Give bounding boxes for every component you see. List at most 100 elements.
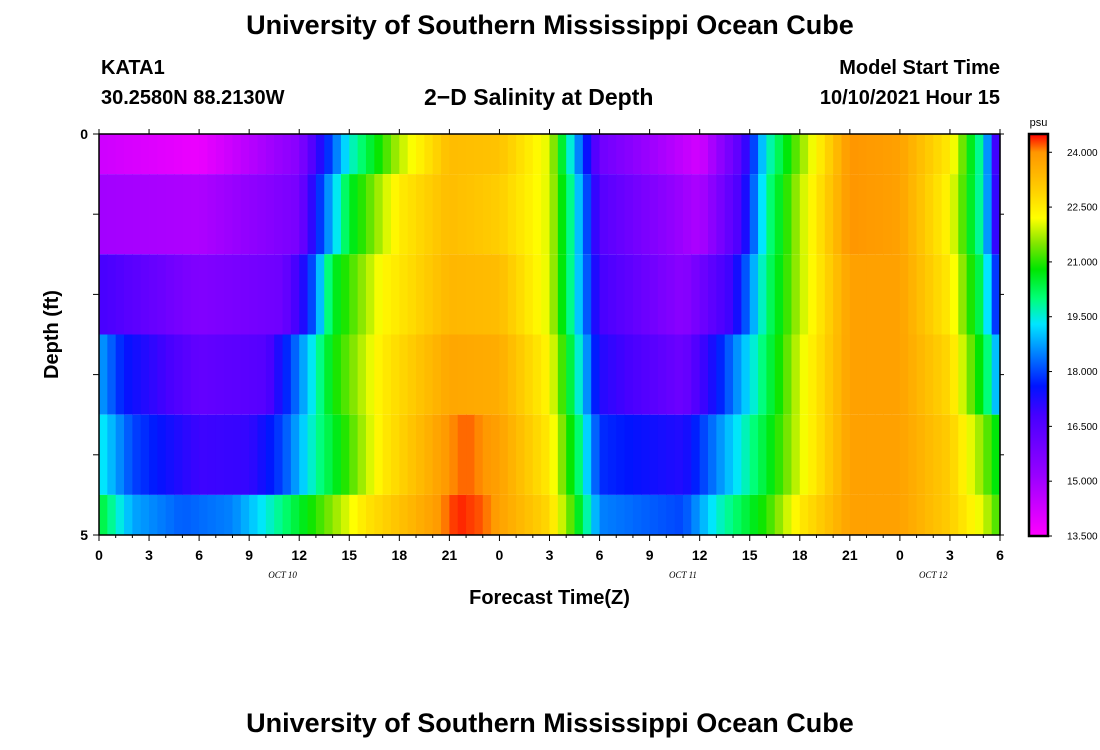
heatmap-cell <box>799 254 809 335</box>
heatmap-cell <box>574 134 584 175</box>
heatmap-cell <box>933 494 943 535</box>
heatmap-cell <box>357 334 367 415</box>
heatmap-cell <box>791 134 801 175</box>
heatmap-cell <box>282 174 292 255</box>
heatmap-cell <box>407 414 417 495</box>
heatmap-cell <box>265 414 275 495</box>
heatmap-cell <box>674 254 684 335</box>
heatmap-cell <box>774 414 784 495</box>
heatmap-cell <box>574 334 584 415</box>
heatmap-cell <box>132 134 142 175</box>
heatmap-cell <box>207 254 217 335</box>
heatmap-cell <box>649 174 659 255</box>
heatmap-cell <box>724 494 734 535</box>
heatmap-cell <box>390 134 400 175</box>
heatmap-cell <box>916 254 926 335</box>
heatmap-cell <box>641 494 651 535</box>
colorbar-tick-label: 24.000 <box>1067 148 1098 159</box>
heatmap-cell <box>632 174 642 255</box>
heatmap-cell <box>874 494 884 535</box>
heatmap-cell <box>641 254 651 335</box>
heatmap-cell <box>407 174 417 255</box>
heatmap-cell <box>883 494 893 535</box>
heatmap-cell <box>140 174 150 255</box>
heatmap-cell <box>324 134 334 175</box>
heatmap-cell <box>758 414 768 495</box>
heatmap-cell <box>249 174 259 255</box>
heatmap-cell <box>157 174 167 255</box>
heatmap-cell <box>157 254 167 335</box>
heatmap-cell <box>507 494 517 535</box>
heatmap-cell <box>866 134 876 175</box>
heatmap-cell <box>524 174 534 255</box>
heatmap-cell <box>582 414 592 495</box>
heatmap-cell <box>841 334 851 415</box>
heatmap-cell <box>808 414 818 495</box>
heatmap-cell <box>215 494 225 535</box>
heatmap-cell <box>616 174 626 255</box>
heatmap-cell <box>924 334 934 415</box>
heatmap-cell <box>190 174 200 255</box>
heatmap-cell <box>941 414 951 495</box>
x-tick-label: 3 <box>546 547 554 563</box>
heatmap-cell <box>524 334 534 415</box>
heatmap-cell <box>374 174 384 255</box>
heatmap-cell <box>557 494 567 535</box>
heatmap-cell <box>974 414 984 495</box>
heatmap-cell <box>174 134 184 175</box>
heatmap-cell <box>407 254 417 335</box>
heatmap-cell <box>849 254 859 335</box>
heatmap-cell <box>382 494 392 535</box>
heatmap-cell <box>240 134 250 175</box>
heatmap-cell <box>432 254 442 335</box>
heatmap-cell <box>257 254 267 335</box>
heatmap-cell <box>416 414 425 495</box>
heatmap-cell <box>599 494 609 535</box>
heatmap-cell <box>682 414 692 495</box>
heatmap-cell <box>165 494 175 535</box>
heatmap-cell <box>374 414 384 495</box>
heatmap-cell <box>424 334 434 415</box>
heatmap-cell <box>407 134 417 175</box>
heatmap-cell <box>516 254 526 335</box>
y-tick-label: 5 <box>80 527 88 543</box>
heatmap-cell <box>324 334 334 415</box>
heatmap-cell <box>332 174 342 255</box>
y-axis-label: Depth (ft) <box>41 290 63 379</box>
heatmap-cell <box>132 334 142 415</box>
heatmap-cell <box>766 254 776 335</box>
heatmap-cell <box>833 134 843 175</box>
heatmap-cell <box>849 334 859 415</box>
heatmap-cell <box>365 134 375 175</box>
heatmap-cell <box>724 254 734 335</box>
heatmap-cell <box>866 494 876 535</box>
heatmap-cell <box>766 334 776 415</box>
heatmap-cell <box>441 134 450 175</box>
heatmap-cell <box>632 254 642 335</box>
heatmap-cell <box>457 254 467 335</box>
heatmap-cell <box>182 174 192 255</box>
heatmap-cell <box>582 174 592 255</box>
heatmap-cell <box>674 134 684 175</box>
heatmap-cell <box>115 494 125 535</box>
heatmap-cell <box>424 414 434 495</box>
heatmap-cell <box>708 254 717 335</box>
heatmap-cell <box>741 254 751 335</box>
heatmap-cell <box>199 134 209 175</box>
heatmap-cell <box>749 254 759 335</box>
heatmap-cell <box>240 174 250 255</box>
heatmap-cell <box>758 334 768 415</box>
heatmap-cell <box>849 174 859 255</box>
x-tick-label: 12 <box>291 547 307 563</box>
heatmap-cell <box>874 254 884 335</box>
heatmap-cell <box>257 414 267 495</box>
heatmap-cell <box>99 414 108 495</box>
heatmap-cell <box>883 254 893 335</box>
heatmap-cell <box>282 494 292 535</box>
heatmap-cell <box>708 334 717 415</box>
heatmap-cell <box>507 134 517 175</box>
heatmap-cell <box>866 254 876 335</box>
heatmap-cell <box>949 414 959 495</box>
heatmap-cell <box>466 174 476 255</box>
heatmap-cell <box>441 254 450 335</box>
